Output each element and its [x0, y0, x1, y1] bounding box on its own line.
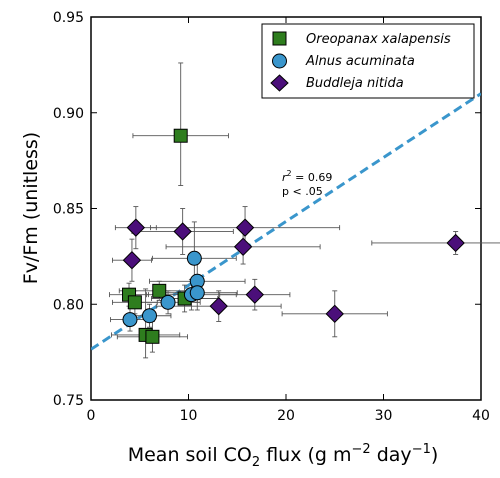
- data-point-diamond: [233, 237, 253, 257]
- legend-circle-marker: [272, 53, 287, 69]
- x-tick-label: 20: [277, 408, 295, 424]
- legend-diamond-marker: [270, 74, 289, 92]
- data-point-circle: [186, 250, 202, 266]
- data-point-diamond: [122, 250, 142, 270]
- data-point-diamond: [446, 233, 465, 253]
- data-point-diamond: [173, 222, 192, 241]
- data-point-circle: [160, 294, 176, 310]
- error-bar: [132, 62, 229, 186]
- data-point-square: [145, 329, 160, 344]
- y-axis-title: Fv/Fm (unitless): [20, 132, 42, 284]
- r-squared-annotation: r2 = 0.69: [282, 169, 332, 184]
- x-tick-label: 40: [472, 408, 490, 424]
- legend-box: [261, 23, 475, 99]
- p-value-annotation: p < .05: [282, 185, 323, 198]
- data-point-diamond: [209, 296, 228, 316]
- legend-label-buddleja: Buddleja nitida: [306, 76, 404, 91]
- axis-ticks: 0 10 20 30 40 0.75 0.80 0.85 0.90 0.95: [53, 10, 490, 424]
- x-axis-title: Mean soil CO2 flux (g m−2 day−1): [128, 442, 439, 470]
- data-point-diamond: [245, 285, 265, 304]
- legend-square-marker: [272, 31, 287, 46]
- data-point-circle: [189, 285, 205, 301]
- legend-label-oreopanax: Oreopanax xalapensis: [306, 32, 451, 47]
- data-point-diamond: [325, 304, 344, 324]
- data-point-square: [152, 283, 167, 298]
- y-tick-label: 0.80: [53, 297, 84, 313]
- data-point-circle: [142, 308, 157, 324]
- y-tick-label: 0.85: [53, 202, 84, 218]
- y-tick-label: 0.75: [53, 393, 84, 409]
- legend: Oreopanax xalapensis Alnus acuminata Bud…: [261, 23, 475, 99]
- y-tick-label: 0.90: [53, 106, 84, 122]
- legend-label-alnus: Alnus acuminata: [305, 54, 415, 69]
- x-tick-label: 10: [180, 408, 198, 424]
- data-point-diamond: [235, 218, 255, 237]
- x-tick-label: 30: [375, 408, 393, 424]
- data-point-square: [173, 128, 188, 143]
- data-point-square: [127, 295, 142, 310]
- data-point-circle: [122, 312, 138, 328]
- x-tick-label: 0: [87, 408, 96, 424]
- data-marks: [109, 62, 500, 359]
- data-point-diamond: [126, 218, 146, 237]
- y-tick-label: 0.95: [53, 10, 84, 26]
